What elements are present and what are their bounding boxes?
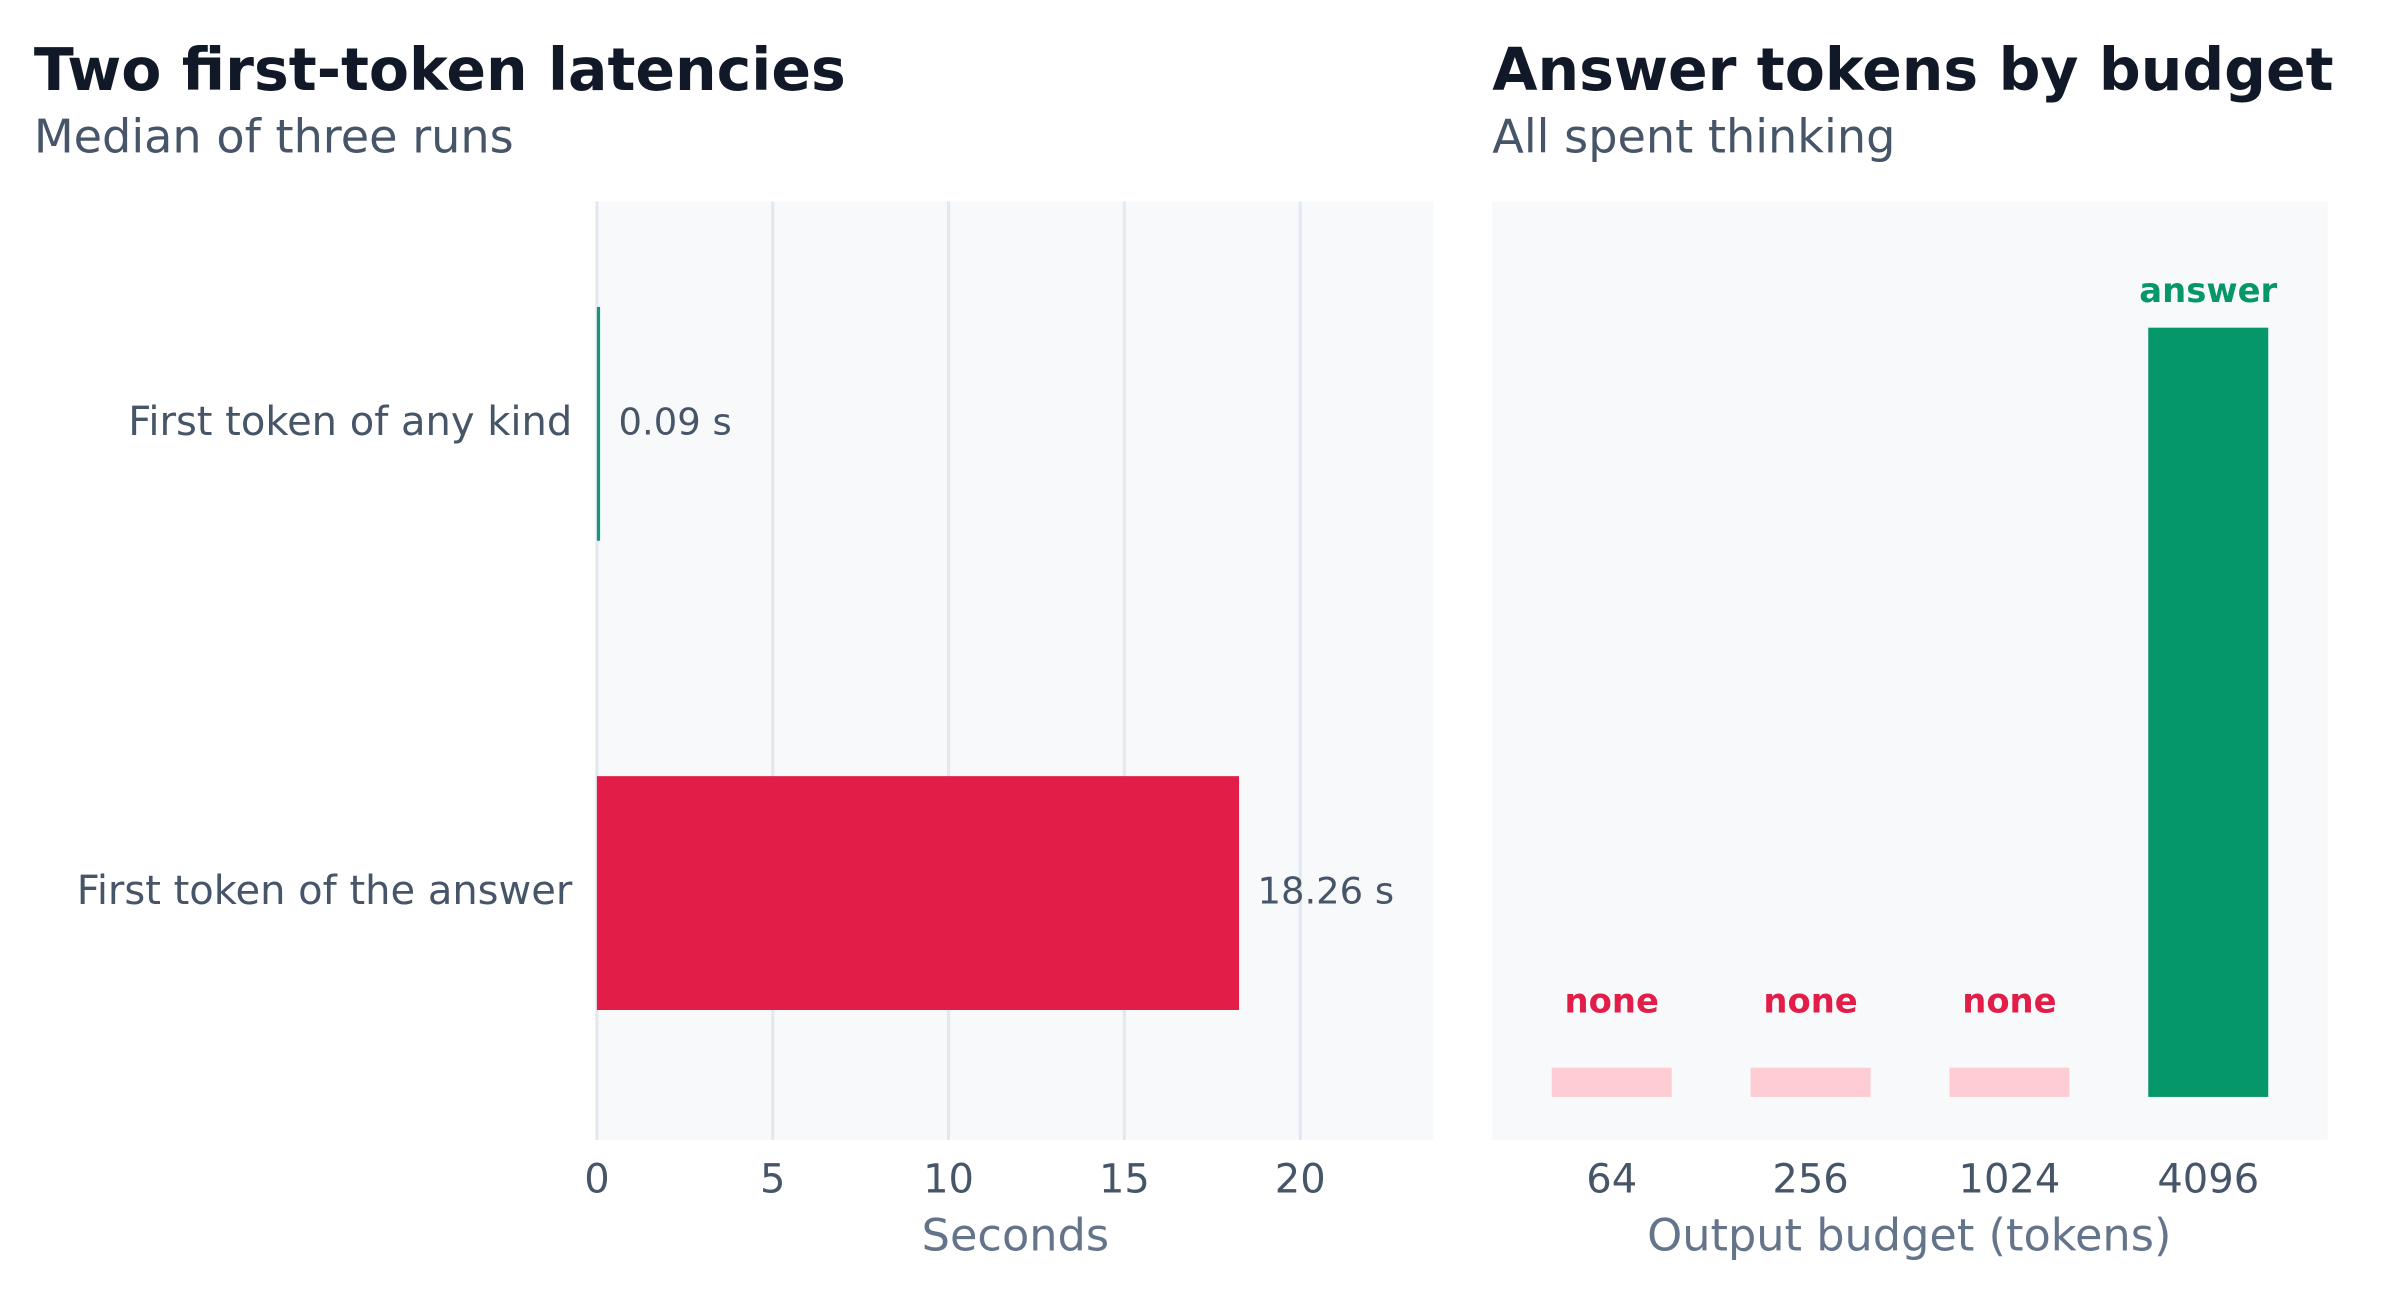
bar [1750, 1067, 1871, 1097]
bar [2148, 327, 2269, 1097]
bar-label: none [1763, 982, 1857, 1021]
x-tick-label: 15 [1099, 1157, 1150, 1203]
y-tick-label: First token of the answer [77, 868, 573, 914]
x-tick-label: 1024 [1959, 1157, 2061, 1203]
bar-label: none [1565, 982, 1659, 1021]
y-tick-label: First token of any kind [128, 399, 572, 445]
chart-title: Two first-token latencies [34, 36, 846, 104]
x-tick-label: 10 [923, 1157, 974, 1203]
x-tick-label: 0 [584, 1157, 609, 1203]
bar [1949, 1067, 2070, 1097]
x-axis-label: Seconds [922, 1209, 1109, 1261]
bar-label: none [1962, 982, 2056, 1021]
value-label: 18.26 s [1257, 870, 1394, 913]
chart-title: Answer tokens by budget [1492, 36, 2333, 104]
x-axis-label: Output budget (tokens) [1647, 1209, 2171, 1261]
x-tick-label: 5 [760, 1157, 785, 1203]
x-tick-label: 64 [1586, 1157, 1637, 1203]
value-label: 0.09 s [619, 400, 732, 443]
chart-subtitle: All spent thinking [1492, 109, 1895, 163]
bar [596, 776, 1240, 1010]
x-tick-label: 20 [1275, 1157, 1326, 1203]
bar [596, 306, 601, 541]
chart-subtitle: Median of three runs [34, 109, 514, 163]
bar [1551, 1067, 1672, 1097]
bar-label: answer [2139, 271, 2277, 310]
x-tick-label: 256 [1772, 1157, 1848, 1203]
x-tick-label: 4096 [2157, 1157, 2259, 1203]
